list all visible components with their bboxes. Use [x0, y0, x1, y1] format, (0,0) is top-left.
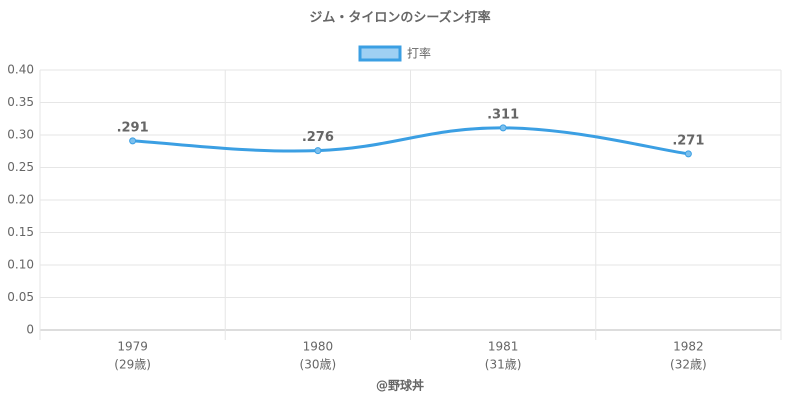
y-tick-label: 0.10: [7, 258, 34, 272]
value-label: .276: [302, 130, 334, 145]
y-tick-label: 0.05: [7, 290, 34, 304]
point: [314, 147, 322, 155]
legend-swatch: [358, 45, 402, 62]
line: [132, 126, 689, 156]
credit: @野球丼: [376, 378, 424, 393]
x-tick-label: 1982: [673, 340, 704, 354]
legend-label: 打率: [407, 46, 431, 61]
x-tick-sublabel: (32歳): [670, 358, 707, 372]
y-tick-label: 0.20: [7, 193, 34, 207]
y-tick-label: 0.30: [7, 128, 34, 142]
x-tick-label: 1981: [488, 340, 519, 354]
point: [129, 137, 137, 145]
point: [684, 150, 692, 158]
x-tick-label: 1979: [117, 340, 148, 354]
x-tick-label: 1980: [303, 340, 334, 354]
value-label: .271: [672, 133, 704, 148]
y-tick-label: 0.35: [7, 95, 34, 109]
y-tick-label: 0.25: [7, 160, 34, 174]
y-tick-label: 0.15: [7, 225, 34, 239]
chart-title: ジム・タイロンのシーズン打率: [309, 10, 490, 26]
x-tick-sublabel: (29歳): [114, 358, 151, 372]
y-tick-label: 0.40: [7, 63, 34, 77]
value-label: .291: [117, 120, 149, 135]
x-tick-sublabel: (31歳): [485, 358, 522, 372]
point: [499, 124, 507, 132]
value-label: .311: [487, 107, 519, 122]
x-tick-sublabel: (30歳): [300, 358, 337, 372]
y-tick-label: 0: [26, 323, 34, 337]
